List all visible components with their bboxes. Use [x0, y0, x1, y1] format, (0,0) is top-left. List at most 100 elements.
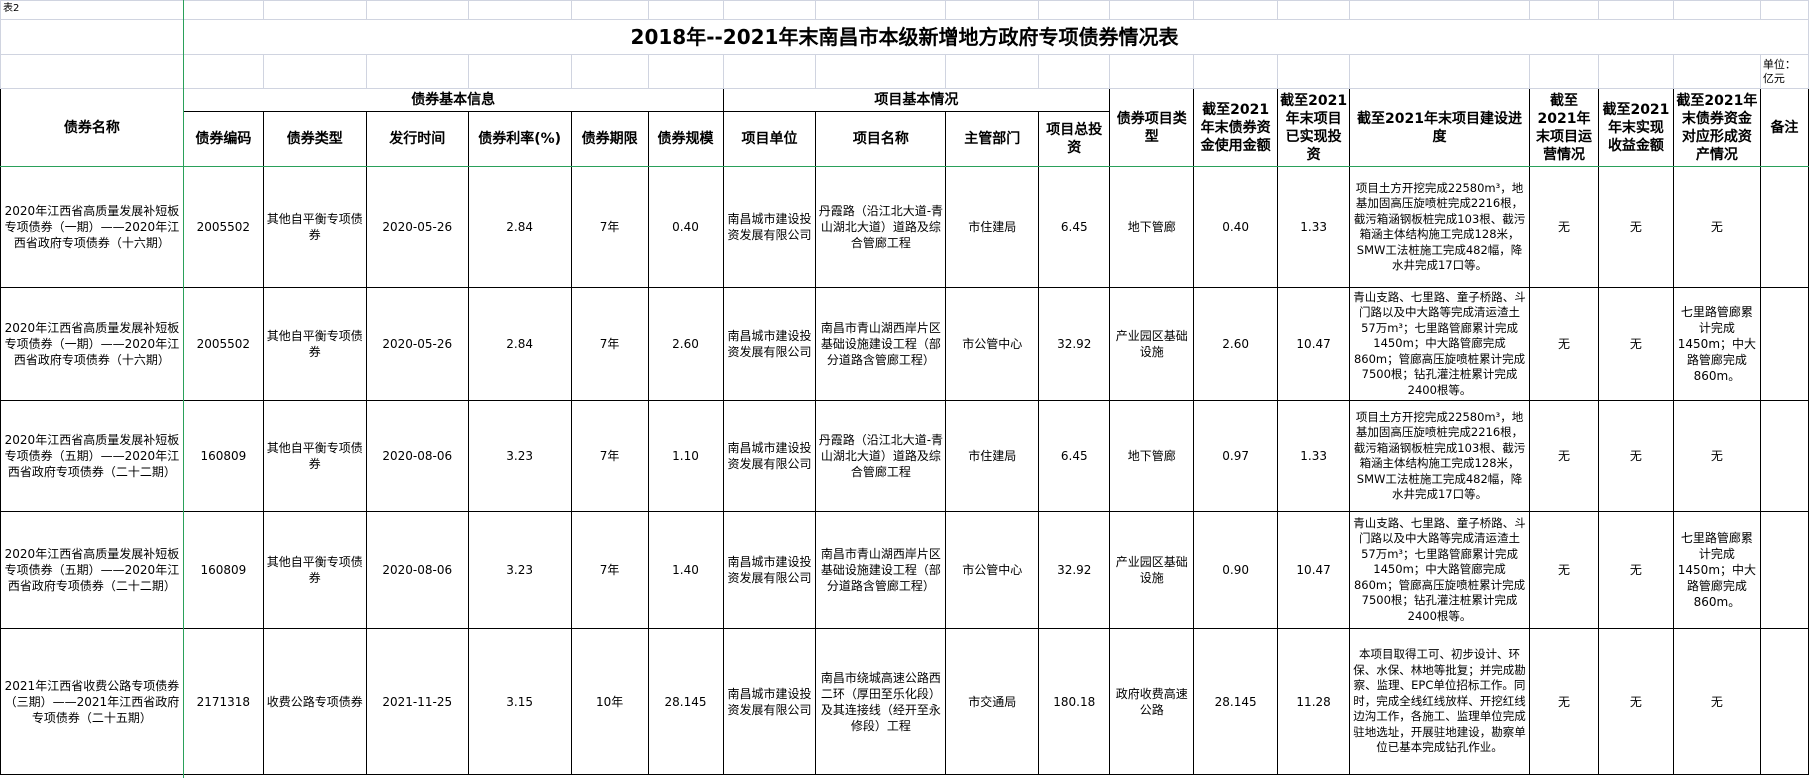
table-cell[interactable]: 2020年江西省高质量发展补短板专项债券（一期）——2020年江西省政府专项债券… [0, 287, 184, 401]
table-cell[interactable]: 2.84 [467, 166, 572, 288]
table-cell[interactable]: 10.47 [1277, 511, 1351, 629]
cell[interactable] [1109, 54, 1195, 89]
table-cell[interactable]: 丹霞路（沿江北大道-青山湖北大道）道路及综合管廊工程 [815, 166, 947, 288]
table-cell[interactable]: 6.45 [1038, 400, 1111, 512]
cell[interactable] [467, 0, 572, 20]
table-cell[interactable]: 10年 [570, 628, 649, 775]
column-header[interactable]: 截至2021年末项目运营情况 [1528, 88, 1599, 167]
table-cell[interactable]: 青山支路、七里路、童子桥路、斗门路以及中大路等完成清运渣土57万m³；七里路管廊… [1349, 511, 1530, 629]
cell[interactable] [1528, 54, 1599, 89]
table-cell[interactable] [1759, 166, 1809, 288]
table-cell[interactable]: 无 [1672, 166, 1761, 288]
table-cell[interactable]: 市住建局 [945, 166, 1040, 288]
table-cell[interactable]: 1.10 [647, 400, 724, 512]
table-cell[interactable]: 南昌城市建设投资发展有限公司 [722, 628, 817, 775]
table-cell[interactable]: 7年 [570, 511, 649, 629]
table-cell[interactable]: 南昌市青山湖西岸片区基础设施建设工程（部分道路含管廊工程） [815, 287, 947, 401]
cell[interactable] [1349, 54, 1530, 89]
table-cell[interactable]: 项目土方开挖完成22580m³，地基加固高压旋喷桩完成2216根，截污箱涵钢板桩… [1349, 166, 1530, 288]
table-cell[interactable]: 七里路管廊累计完成1450m；中大路管廊完成860m。 [1672, 287, 1761, 401]
table-cell[interactable]: 7年 [570, 400, 649, 512]
table-cell[interactable]: 1.33 [1277, 166, 1351, 288]
column-header[interactable]: 截至2021年末债券资金对应形成资产情况 [1672, 88, 1761, 167]
cell[interactable] [1277, 0, 1351, 20]
column-header[interactable]: 债券类型 [262, 111, 367, 167]
table-cell[interactable]: 0.40 [647, 166, 724, 288]
cell[interactable] [570, 54, 649, 89]
cell[interactable] [365, 54, 469, 89]
cell[interactable] [647, 0, 724, 20]
column-header[interactable]: 发行时间 [365, 111, 469, 167]
cell[interactable] [182, 0, 264, 20]
column-header[interactable]: 债券利率(%) [467, 111, 572, 167]
table-cell[interactable]: 收费公路专项债券 [262, 628, 367, 775]
table-cell[interactable]: 160809 [182, 400, 264, 512]
table-cell[interactable]: 1.33 [1277, 400, 1351, 512]
table-cell[interactable]: 0.40 [1193, 166, 1279, 288]
column-header[interactable]: 截至2021年末实现收益金额 [1597, 88, 1674, 167]
group-header-bond-basic[interactable]: 债券基本信息 [182, 88, 724, 112]
cell[interactable] [1349, 0, 1530, 20]
table-cell[interactable]: 3.15 [467, 628, 572, 775]
table-cell[interactable]: 其他自平衡专项债券 [262, 287, 367, 401]
cell[interactable] [262, 0, 367, 20]
column-header[interactable]: 债券项目类型 [1109, 88, 1195, 167]
cell[interactable] [1038, 0, 1111, 20]
table-cell[interactable] [1759, 400, 1809, 512]
table-cell[interactable]: 6.45 [1038, 166, 1111, 288]
table-cell[interactable]: 2020-05-26 [365, 287, 469, 401]
column-header[interactable]: 截至2021年末项目已实现投资 [1277, 88, 1351, 167]
table-cell[interactable]: 2020-05-26 [365, 166, 469, 288]
table-cell[interactable]: 项目土方开挖完成22580m³，地基加固高压旋喷桩完成2216根，截污箱涵钢板桩… [1349, 400, 1530, 512]
table-cell[interactable]: 160809 [182, 511, 264, 629]
table-cell[interactable]: 2021年江西省收费公路专项债券（三期）——2021年江西省政府专项债券（二十五… [0, 628, 184, 775]
cell[interactable] [722, 54, 817, 89]
table-cell[interactable]: 无 [1597, 400, 1674, 512]
cell[interactable] [1672, 54, 1761, 89]
cell[interactable] [1597, 0, 1674, 20]
table-cell[interactable]: 2020-08-06 [365, 511, 469, 629]
table-cell[interactable]: 市公管中心 [945, 287, 1040, 401]
table-cell[interactable]: 南昌城市建设投资发展有限公司 [722, 166, 817, 288]
table-cell[interactable]: 2005502 [182, 287, 264, 401]
page-title[interactable]: 2018年--2021年末南昌市本级新增地方政府专项债券情况表 [0, 19, 1809, 55]
table-cell[interactable]: 其他自平衡专项债券 [262, 166, 367, 288]
cell[interactable] [1597, 54, 1674, 89]
column-header[interactable]: 债券名称 [0, 88, 184, 167]
cell[interactable] [1109, 0, 1195, 20]
column-header[interactable]: 债券期限 [570, 111, 649, 167]
table-cell[interactable]: 2020年江西省高质量发展补短板专项债券（五期）——2020年江西省政府专项债券… [0, 511, 184, 629]
table-cell[interactable]: 七里路管廊累计完成1450m；中大路管廊完成860m。 [1672, 511, 1761, 629]
table-cell[interactable]: 180.18 [1038, 628, 1111, 775]
table-cell[interactable]: 南昌城市建设投资发展有限公司 [722, 400, 817, 512]
table-cell[interactable]: 市公管中心 [945, 511, 1040, 629]
column-header[interactable]: 债券规模 [647, 111, 724, 167]
table-cell[interactable]: 市住建局 [945, 400, 1040, 512]
table-cell[interactable]: 南昌市绕城高速公路西二环（厚田至乐化段）及其连接线（经开至永修段）工程 [815, 628, 947, 775]
table-cell[interactable]: 0.97 [1193, 400, 1279, 512]
table-cell[interactable]: 青山支路、七里路、童子桥路、斗门路以及中大路等完成清运渣土57万m³；七里路管廊… [1349, 287, 1530, 401]
table-cell[interactable]: 28.145 [1193, 628, 1279, 775]
cell[interactable] [722, 0, 817, 20]
table-cell[interactable]: 3.23 [467, 511, 572, 629]
table-cell[interactable]: 10.47 [1277, 287, 1351, 401]
table-cell[interactable]: 无 [1597, 628, 1674, 775]
cell[interactable] [467, 54, 572, 89]
cell[interactable] [815, 54, 947, 89]
table-cell[interactable]: 无 [1597, 511, 1674, 629]
table-cell[interactable]: 其他自平衡专项债券 [262, 400, 367, 512]
cell[interactable] [945, 0, 1040, 20]
cell[interactable] [1672, 0, 1761, 20]
cell[interactable] [1038, 54, 1111, 89]
cell[interactable] [1759, 0, 1809, 20]
table-cell[interactable]: 产业园区基础设施 [1109, 287, 1195, 401]
table-cell[interactable]: 28.145 [647, 628, 724, 775]
cell[interactable] [945, 54, 1040, 89]
table-cell[interactable]: 2.84 [467, 287, 572, 401]
table-cell[interactable]: 本项目取得工可、初步设计、环保、水保、林地等批复；并完成勘察、监理、EPC单位招… [1349, 628, 1530, 775]
table-cell[interactable]: 2020-08-06 [365, 400, 469, 512]
table-cell[interactable]: 无 [1528, 628, 1599, 775]
table-cell[interactable]: 无 [1672, 628, 1761, 775]
table-cell[interactable]: 2.60 [1193, 287, 1279, 401]
table-cell[interactable]: 32.92 [1038, 511, 1111, 629]
